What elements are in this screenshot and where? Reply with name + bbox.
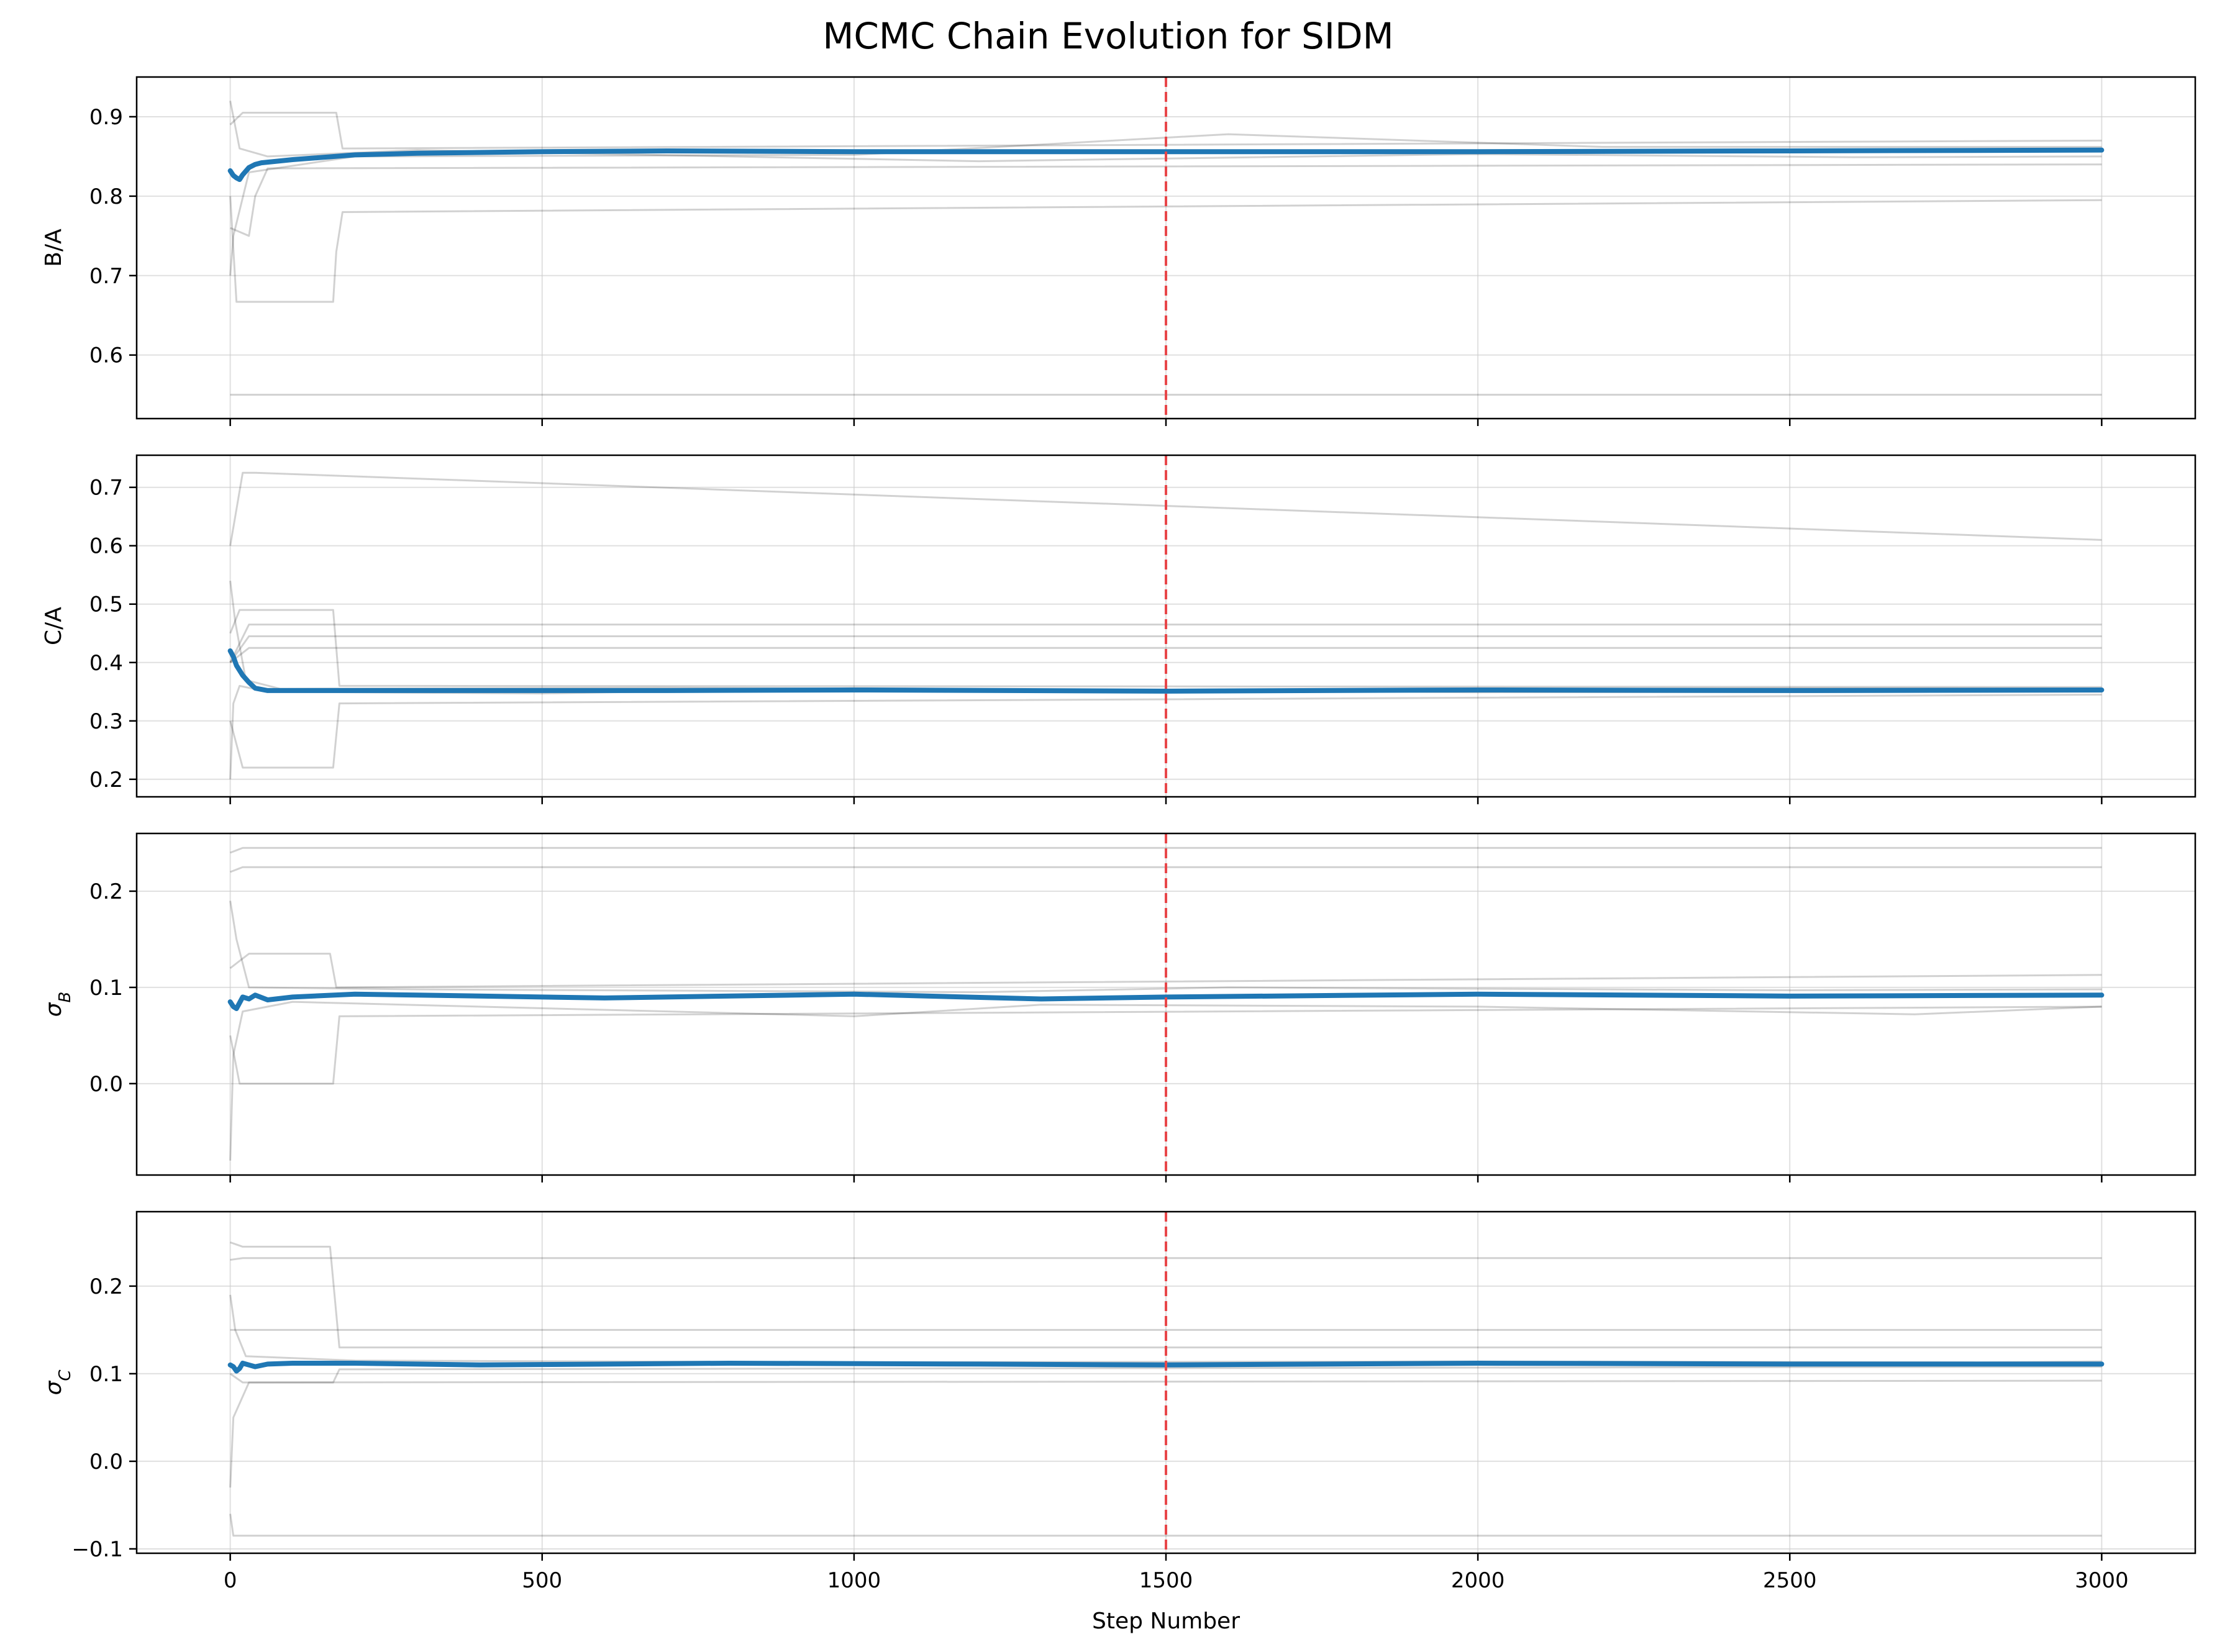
y-tick-label: 0.1: [89, 976, 123, 1001]
x-tick-label: 2000: [1451, 1568, 1505, 1593]
walker-line: [229, 693, 2102, 769]
panel-4: −0.1 0.0 0.1 0.2 0 500 1000 1500 2000 2500 3000 σC: [41, 1210, 2197, 1593]
y-tick-label: 0.8: [89, 184, 123, 209]
x-axis-label: Step Number: [1092, 1609, 1240, 1634]
y-tick-label: −0.1: [71, 1537, 123, 1562]
y-tick-label: 0.5: [89, 592, 123, 617]
x-tick-label: 1500: [1139, 1568, 1193, 1593]
x-tick-label: 1000: [827, 1568, 881, 1593]
y-tick-label: 0.2: [89, 879, 123, 904]
walker-line: [229, 901, 2102, 994]
walker-line: [229, 1379, 2102, 1488]
mean-line: [227, 648, 2105, 694]
y-tick-label: 0.2: [89, 1274, 123, 1299]
series-group: [227, 471, 2105, 779]
mean-line: [227, 1360, 2105, 1374]
y-axis-label: σB: [41, 992, 75, 1017]
y-tick-label: 0.2: [89, 768, 123, 792]
walker-line: [230, 1241, 2102, 1349]
y-tick-label: 0.3: [89, 709, 123, 734]
walker-line: [229, 635, 2102, 663]
walker-line: [229, 1005, 2102, 1085]
walker-line: [229, 133, 2102, 276]
walker-line: [229, 1001, 2102, 1161]
y-tick-label: 0.6: [89, 534, 123, 559]
panel-3: 0.0 0.1 0.2 σB: [41, 832, 2197, 1182]
chart-title: MCMC Chain Evolution for SIDM: [822, 15, 1393, 57]
walker-line: [229, 953, 2102, 989]
x-tick-label: 3000: [2075, 1568, 2129, 1593]
series-group: [227, 846, 2105, 1161]
walker-line: [229, 101, 2102, 163]
walker-line: [229, 647, 2102, 663]
y-tick-label: 0.9: [89, 105, 123, 130]
y-axis-label: σC: [41, 1369, 75, 1396]
panel-1: 0.6 0.7 0.8 0.9 B/A: [41, 76, 2197, 426]
walker-line: [229, 624, 2102, 663]
y-tick-label: 0.0: [89, 1072, 123, 1097]
walker-line: [230, 163, 2102, 237]
panel-2: 0.2 0.3 0.4 0.5 0.6 0.7 C/A: [41, 454, 2197, 804]
series-group: [227, 1241, 2105, 1537]
x-tick-label: 500: [522, 1568, 562, 1593]
walker-line: [229, 112, 2102, 150]
walker-line: [230, 1257, 2102, 1261]
panels: 0.60.70.80.9B/A0.20.30.40.50.60.7C/A0.00…: [41, 76, 2197, 1593]
walker-line: [230, 866, 2102, 873]
y-axis-label: C/A: [41, 607, 66, 645]
x-tick-label: 0: [224, 1568, 237, 1593]
y-axis-label: B/A: [41, 229, 66, 267]
y-tick-label: 0.4: [89, 651, 123, 676]
walker-line: [230, 846, 2102, 854]
y-tick-label: 0.7: [89, 264, 123, 289]
walker-line: [229, 196, 2102, 303]
walker-line: [229, 609, 2102, 688]
walker-line: [229, 1514, 2102, 1537]
walker-line: [229, 471, 2102, 546]
x-tick-label: 2500: [1763, 1568, 1817, 1593]
y-tick-label: 0.1: [89, 1362, 123, 1387]
walker-line: [229, 1366, 2102, 1384]
mean-line: [227, 991, 2105, 1011]
y-tick-label: 0.6: [89, 343, 123, 368]
y-tick-label: 0.7: [89, 476, 123, 501]
mean-line: [227, 147, 2105, 182]
y-tick-label: 0.0: [89, 1450, 123, 1474]
series-group: [227, 101, 2105, 396]
